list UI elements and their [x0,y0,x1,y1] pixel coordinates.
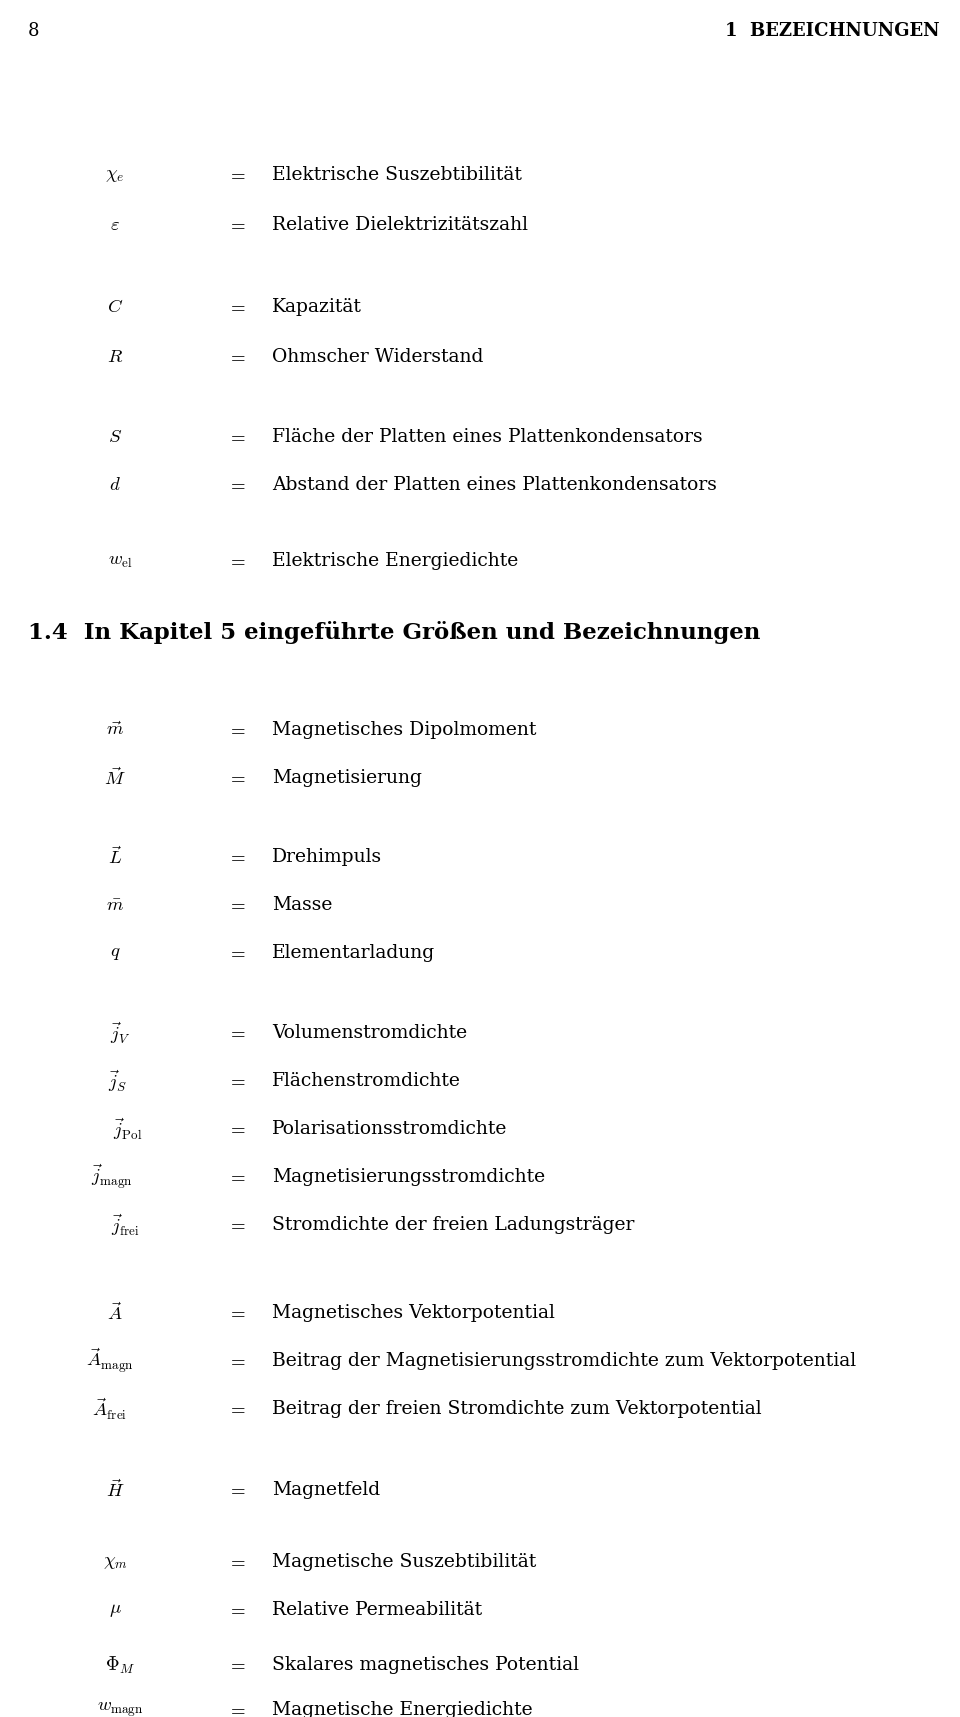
Text: $=$: $=$ [227,1351,246,1370]
Text: $\vec{j}_{\mathrm{frei}}$: $\vec{j}_{\mathrm{frei}}$ [110,1212,139,1238]
Text: $=$: $=$ [227,216,246,234]
Text: $S$: $S$ [108,428,122,446]
Text: Magnetisches Vektorpotential: Magnetisches Vektorpotential [272,1303,555,1322]
Text: Skalares magnetisches Potential: Skalares magnetisches Potential [272,1655,579,1674]
Text: $=$: $=$ [227,1119,246,1138]
Text: 1.4  In Kapitel 5 eingeführte Größen und Bezeichnungen: 1.4 In Kapitel 5 eingeführte Größen und … [28,620,760,644]
Text: $R$: $R$ [107,349,123,366]
Text: $\chi_m$: $\chi_m$ [103,1552,128,1571]
Text: Abstand der Platten eines Plattenkondensators: Abstand der Platten eines Plattenkondens… [272,476,717,494]
Text: $=$: $=$ [227,721,246,738]
Text: $\vec{A}$: $\vec{A}$ [108,1301,123,1324]
Text: $\vec{j}_{\mathrm{Pol}}$: $\vec{j}_{\mathrm{Pol}}$ [113,1116,143,1142]
Text: Masse: Masse [272,896,332,913]
Text: $=$: $=$ [227,1216,246,1235]
Text: $=$: $=$ [227,1600,246,1619]
Text: Magnetisierungsstromdichte: Magnetisierungsstromdichte [272,1168,545,1186]
Text: Magnetisierung: Magnetisierung [272,769,421,786]
Text: $=$: $=$ [227,349,246,366]
Text: $=$: $=$ [227,1023,246,1042]
Text: 8: 8 [28,22,39,39]
Text: Drehimpuls: Drehimpuls [272,848,382,865]
Text: $=$: $=$ [227,167,246,184]
Text: Polarisationsstromdichte: Polarisationsstromdichte [272,1119,508,1138]
Text: $=$: $=$ [227,1552,246,1571]
Text: $=$: $=$ [227,1168,246,1186]
Text: $\bar{m}$: $\bar{m}$ [106,896,124,913]
Text: Magnetische Energiedichte: Magnetische Energiedichte [272,1702,533,1717]
Text: Kapazität: Kapazität [272,299,362,316]
Text: $\vec{A}_{\mathrm{magn}}$: $\vec{A}_{\mathrm{magn}}$ [86,1346,134,1375]
Text: $\vec{j}_S$: $\vec{j}_S$ [108,1068,128,1094]
Text: $=$: $=$ [227,848,246,865]
Text: $\mu$: $\mu$ [108,1600,121,1619]
Text: 1  BEZEICHNUNGEN: 1 BEZEICHNUNGEN [726,22,940,39]
Text: Fläche der Platten eines Plattenkondensators: Fläche der Platten eines Plattenkondensa… [272,428,703,446]
Text: $\vec{m}$: $\vec{m}$ [106,721,124,738]
Text: Elementarladung: Elementarladung [272,944,435,962]
Text: $\Phi_M$: $\Phi_M$ [105,1655,135,1676]
Text: $\varepsilon$: $\varepsilon$ [110,216,120,234]
Text: $=$: $=$ [227,1482,246,1499]
Text: $=$: $=$ [227,944,246,962]
Text: $\chi_e$: $\chi_e$ [106,167,125,184]
Text: Ohmscher Widerstand: Ohmscher Widerstand [272,349,484,366]
Text: Relative Permeabilität: Relative Permeabilität [272,1600,482,1619]
Text: $=$: $=$ [227,896,246,913]
Text: Elektrische Energiedichte: Elektrische Energiedichte [272,551,518,570]
Text: $\vec{A}_{\mathrm{frei}}$: $\vec{A}_{\mathrm{frei}}$ [92,1396,128,1422]
Text: $=$: $=$ [227,1303,246,1322]
Text: Stromdichte der freien Ladungsträger: Stromdichte der freien Ladungsträger [272,1216,635,1235]
Text: $=$: $=$ [227,476,246,494]
Text: $\vec{H}$: $\vec{H}$ [106,1478,124,1501]
Text: $C$: $C$ [107,299,123,316]
Text: $=$: $=$ [227,1399,246,1418]
Text: Relative Dielektrizitätszahl: Relative Dielektrizitätszahl [272,216,528,234]
Text: Elektrische Suszebtibilität: Elektrische Suszebtibilität [272,167,522,184]
Text: Flächenstromdichte: Flächenstromdichte [272,1071,461,1090]
Text: $=$: $=$ [227,299,246,316]
Text: $=$: $=$ [227,769,246,786]
Text: $w_{\mathrm{magn}}$: $w_{\mathrm{magn}}$ [97,1702,143,1717]
Text: $\vec{j}_V$: $\vec{j}_V$ [109,1020,131,1046]
Text: $=$: $=$ [227,1655,246,1674]
Text: $=$: $=$ [227,1071,246,1090]
Text: $=$: $=$ [227,551,246,570]
Text: Magnetfeld: Magnetfeld [272,1482,380,1499]
Text: $\vec{M}$: $\vec{M}$ [105,767,126,788]
Text: $=$: $=$ [227,1702,246,1717]
Text: $\vec{L}$: $\vec{L}$ [108,846,122,867]
Text: Magnetisches Dipolmoment: Magnetisches Dipolmoment [272,721,537,738]
Text: Beitrag der Magnetisierungsstromdichte zum Vektorpotential: Beitrag der Magnetisierungsstromdichte z… [272,1351,856,1370]
Text: Magnetische Suszebtibilität: Magnetische Suszebtibilität [272,1552,537,1571]
Text: Beitrag der freien Stromdichte zum Vektorpotential: Beitrag der freien Stromdichte zum Vekto… [272,1399,761,1418]
Text: Volumenstromdichte: Volumenstromdichte [272,1023,468,1042]
Text: $w_{\mathrm{el}}$: $w_{\mathrm{el}}$ [108,551,132,570]
Text: $=$: $=$ [227,428,246,446]
Text: $\vec{j}_{\mathrm{magn}}$: $\vec{j}_{\mathrm{magn}}$ [91,1162,132,1192]
Text: $q$: $q$ [109,944,120,962]
Text: $d$: $d$ [109,476,121,494]
